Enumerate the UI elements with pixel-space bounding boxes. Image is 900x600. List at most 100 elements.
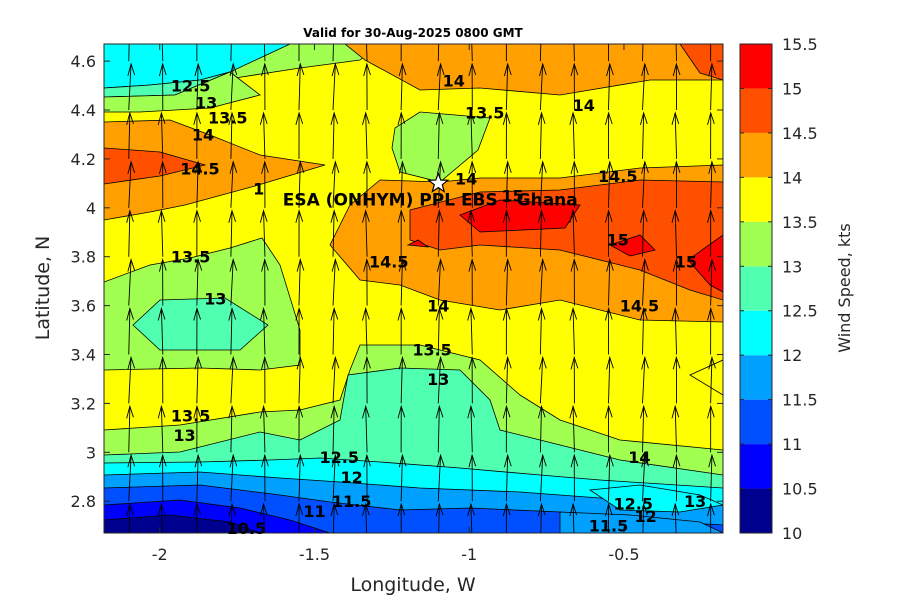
wind-arrow-shaft	[160, 308, 164, 355]
wind-arrow-shaft	[263, 44, 266, 62]
colorbar-swatch	[740, 221, 772, 267]
contour-label: 14	[443, 72, 465, 91]
wind-arrow-head	[229, 355, 238, 370]
wind-arrow-shaft	[365, 210, 368, 257]
wind-arrow-head	[467, 404, 475, 419]
wind-arrow-shaft	[608, 0, 609, 12]
contour-label: 14	[192, 125, 214, 144]
wind-arrow-head	[708, 62, 716, 77]
wind-arrow-head	[259, 306, 268, 321]
contour-band-13-5-blob	[391, 111, 491, 183]
wind-arrow-head	[158, 258, 167, 272]
wind-arrow-head	[504, 453, 512, 468]
wind-arrow-head	[435, 209, 444, 223]
wind-arrow-shaft	[263, 406, 266, 453]
colorbar-tick-label: 11	[782, 435, 802, 454]
contour-label: 14	[628, 448, 650, 467]
contour-label: 14.5	[180, 160, 219, 179]
wind-arrow-shaft	[197, 0, 198, 12]
wind-arrow-shaft	[230, 504, 233, 533]
wind-arrow-head	[468, 258, 477, 272]
wind-arrow-head	[194, 355, 203, 370]
wind-arrow-head	[570, 355, 579, 370]
colorbar-swatch	[740, 44, 772, 89]
wind-arrow-shaft	[332, 210, 335, 257]
wind-arrow-head	[363, 160, 371, 174]
wind-arrow-head	[605, 15, 612, 27]
wind-arrow-shaft	[400, 357, 403, 404]
wind-arrow-head	[504, 62, 512, 77]
wind-arrow-shaft	[437, 210, 440, 257]
wind-arrow-head	[539, 160, 547, 174]
wind-arrow-shaft	[230, 406, 233, 453]
wind-arrow-head	[127, 160, 136, 174]
wind-arrow-shaft	[160, 504, 163, 533]
wind-arrow-head	[261, 453, 269, 468]
y-tick-label: 4.2	[71, 150, 96, 169]
wind-arrow-shaft	[128, 406, 131, 453]
wind-arrow-head	[158, 15, 165, 27]
wind-arrow-head	[362, 209, 370, 223]
contour-band-13-upper	[104, 71, 261, 113]
wind-arrow-head	[436, 258, 445, 272]
wind-arrow-head	[537, 209, 546, 223]
wind-arrow-head	[671, 404, 680, 419]
wind-arrow-head	[504, 258, 512, 272]
wind-arrow-shaft	[230, 210, 233, 257]
wind-arrow-shaft	[674, 112, 678, 159]
wind-arrow-shaft	[540, 0, 542, 12]
wind-arrow-shaft	[128, 63, 132, 111]
y-tick-label: 4	[86, 199, 96, 218]
contour-band-15-east	[609, 234, 656, 257]
wind-arrow-shaft	[710, 259, 713, 306]
wind-arrow-head	[330, 209, 339, 223]
y-tick-label: 4.4	[71, 101, 96, 120]
wind-arrow-head	[330, 306, 339, 321]
colorbar-swatch	[740, 310, 772, 356]
wind-arrow-head	[193, 502, 201, 517]
wind-arrow-shaft	[539, 308, 542, 355]
wind-arrow-head	[435, 306, 444, 321]
colorbar-tick-label: 11.5	[782, 391, 818, 410]
wind-arrow-head	[194, 160, 203, 174]
wind-arrow-head	[229, 62, 238, 77]
colorbar-swatch	[740, 266, 772, 311]
wind-arrow-shaft	[230, 357, 234, 404]
wind-arrow-head	[397, 404, 406, 419]
wind-arrows	[126, 0, 716, 533]
wind-arrow-head	[707, 306, 715, 321]
wind-arrow-head	[569, 209, 578, 223]
wind-arrow-shaft	[263, 210, 266, 257]
wind-arrow-head	[570, 62, 579, 77]
wind-arrow-shaft	[674, 308, 678, 355]
wind-arrow-shaft	[642, 112, 645, 159]
wind-arrow-head	[539, 258, 547, 272]
wind-arrow-head	[539, 62, 547, 77]
wind-arrow-head	[158, 355, 167, 370]
wind-arrow-head	[436, 355, 445, 370]
x-tick-label: -1	[461, 545, 477, 564]
wind-arrow-shaft	[263, 112, 266, 159]
wind-arrow-head	[398, 258, 407, 272]
contour-band-11-5-east	[559, 511, 723, 533]
wind-arrow-head	[296, 160, 305, 174]
contour-band-15-west	[406, 239, 430, 248]
wind-arrow-head	[708, 355, 716, 370]
wind-arrow-shaft	[539, 44, 542, 62]
colorbar-frame	[739, 43, 773, 534]
wind-arrow-shaft	[365, 406, 368, 453]
contour-band-14-5-ne	[679, 44, 723, 81]
colorbar-tick-label: 14.5	[782, 124, 818, 143]
x-tick-label: -1.5	[299, 545, 330, 564]
x-tick-label: -2	[152, 545, 168, 564]
wind-arrow-shaft	[298, 259, 301, 306]
wind-arrow-head	[397, 111, 406, 126]
y-tick-label: 3.4	[71, 346, 96, 365]
wind-arrow-shaft	[196, 357, 199, 404]
wind-arrow-head	[604, 111, 613, 126]
wind-arrow-head	[604, 404, 613, 419]
wind-arrow-head	[295, 404, 304, 419]
wind-arrow-head	[398, 160, 407, 174]
